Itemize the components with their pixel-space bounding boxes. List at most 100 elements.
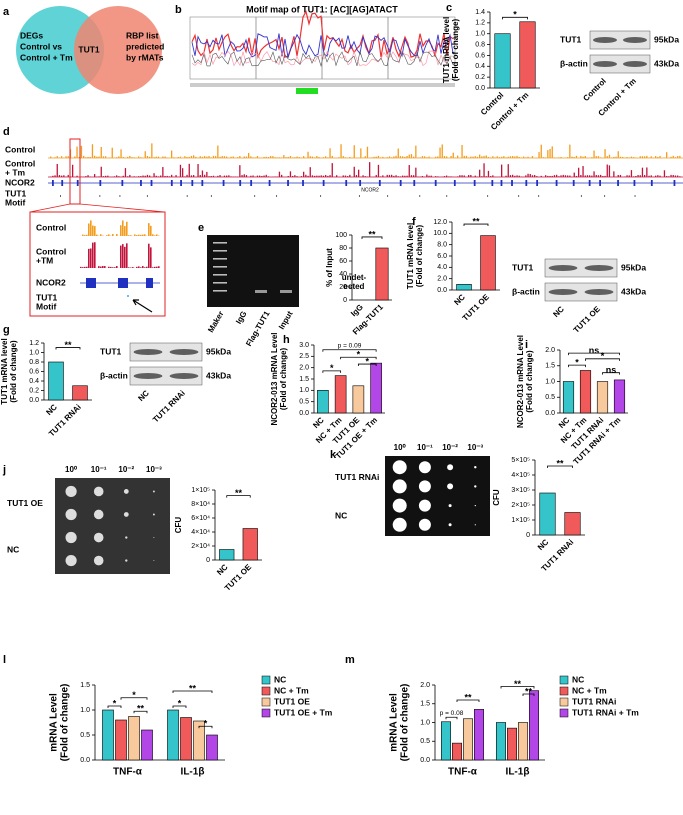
track-signal xyxy=(674,175,677,177)
track-signal xyxy=(635,157,637,158)
x-tick-label: IL-1β xyxy=(506,767,530,778)
track-signal xyxy=(604,175,606,177)
dilution-label: 10⁻¹ xyxy=(417,443,433,452)
track-signal xyxy=(454,157,457,158)
colony xyxy=(152,490,155,493)
zoom-signal xyxy=(110,266,112,268)
gene-exon xyxy=(399,180,402,186)
track-signal xyxy=(597,156,600,158)
y-tick-label: 0.0 xyxy=(437,287,447,294)
blot-band xyxy=(169,349,199,355)
track-signal xyxy=(307,175,309,177)
gel xyxy=(207,235,299,307)
track-signal xyxy=(197,164,199,177)
y-axis-label: TUT1 mRNA level xyxy=(442,17,451,83)
blot-row-label: TUT1 xyxy=(100,346,122,356)
track-signal xyxy=(138,176,140,177)
track-signal xyxy=(50,156,52,158)
y-axis-label: (Fold of change) xyxy=(279,348,288,411)
track-signal xyxy=(626,175,628,177)
track-signal xyxy=(377,164,380,177)
colony xyxy=(123,512,129,517)
motif-title: Motif map of TUT1: [AC][AG]ATACT xyxy=(246,4,398,14)
track-signal xyxy=(329,148,331,158)
zoom-label: NCOR2 xyxy=(36,277,66,287)
sig-label: * xyxy=(204,719,208,729)
bar xyxy=(441,721,451,761)
zoom-signal xyxy=(84,266,86,268)
track-signal xyxy=(547,150,549,158)
track-signal xyxy=(289,156,292,158)
y-tick-label: 60 xyxy=(339,258,347,265)
track-signal xyxy=(428,175,430,177)
motif-site-mark xyxy=(387,195,389,197)
track-label: + Tm xyxy=(5,167,26,177)
zoom-label: +TM xyxy=(36,255,53,265)
venn-right xyxy=(74,6,162,94)
track-signal xyxy=(463,175,465,177)
zoom-signal xyxy=(156,266,158,268)
track-signal xyxy=(219,156,221,158)
track-signal xyxy=(344,157,347,158)
motif-site-mark xyxy=(518,195,520,197)
gel-ladder xyxy=(213,250,227,252)
track-signal xyxy=(188,163,190,177)
zoom-signal xyxy=(106,235,108,236)
track-signal xyxy=(534,175,536,177)
y-axis-label: NCOR2-013 mRNA Level xyxy=(516,335,525,428)
colony xyxy=(474,466,477,469)
track-signal xyxy=(250,156,252,158)
track-signal xyxy=(518,157,520,158)
sig-label: * xyxy=(601,351,605,361)
sig-bracket xyxy=(502,16,528,20)
zoom-signal xyxy=(112,267,114,268)
track-signal xyxy=(305,174,307,177)
venn-label: Control + Tm xyxy=(20,52,73,62)
zoom-signal xyxy=(134,234,136,236)
gel-band xyxy=(280,290,292,293)
track-signal xyxy=(674,157,677,158)
zoom-signal xyxy=(140,267,142,268)
zoom-signal xyxy=(108,234,110,236)
track-signal xyxy=(364,156,366,158)
track-signal xyxy=(666,176,668,177)
track-signal xyxy=(254,157,256,158)
track-signal xyxy=(630,156,633,158)
track-signal xyxy=(410,175,413,177)
zoom-signal xyxy=(122,244,124,268)
track-signal xyxy=(230,156,232,158)
zoom-signal xyxy=(116,266,118,268)
track-signal xyxy=(250,175,252,177)
track-signal xyxy=(633,176,635,177)
motif-site-mark xyxy=(119,195,121,197)
note: undet- xyxy=(342,273,367,282)
y-tick-label: 20 xyxy=(339,284,347,291)
track-signal xyxy=(129,155,131,158)
track-signal xyxy=(505,157,507,158)
gel-ladder xyxy=(213,290,227,292)
blot-size: 95kDa xyxy=(621,262,646,272)
venn-label: DEGs xyxy=(20,30,43,40)
sig-bracket xyxy=(602,372,620,375)
legend-swatch xyxy=(261,708,271,718)
track-signal xyxy=(151,143,153,158)
track-signal xyxy=(417,157,419,158)
bar xyxy=(613,379,626,414)
track-signal xyxy=(261,175,263,177)
track-signal xyxy=(582,166,584,177)
track-signal xyxy=(118,176,120,177)
zoom-signal xyxy=(150,247,152,268)
gel-ladder xyxy=(213,274,227,276)
sig-bracket xyxy=(198,725,213,729)
legend-swatch xyxy=(559,708,569,718)
zoom-signal xyxy=(92,225,94,236)
zoom-signal xyxy=(80,266,82,268)
blot-band xyxy=(133,349,163,355)
track-signal xyxy=(459,175,461,177)
sig-label: ** xyxy=(189,683,197,693)
track-signal xyxy=(157,156,160,158)
panel-label: l xyxy=(3,654,6,666)
track-signal xyxy=(232,156,234,158)
sig-label: ** xyxy=(556,458,564,468)
